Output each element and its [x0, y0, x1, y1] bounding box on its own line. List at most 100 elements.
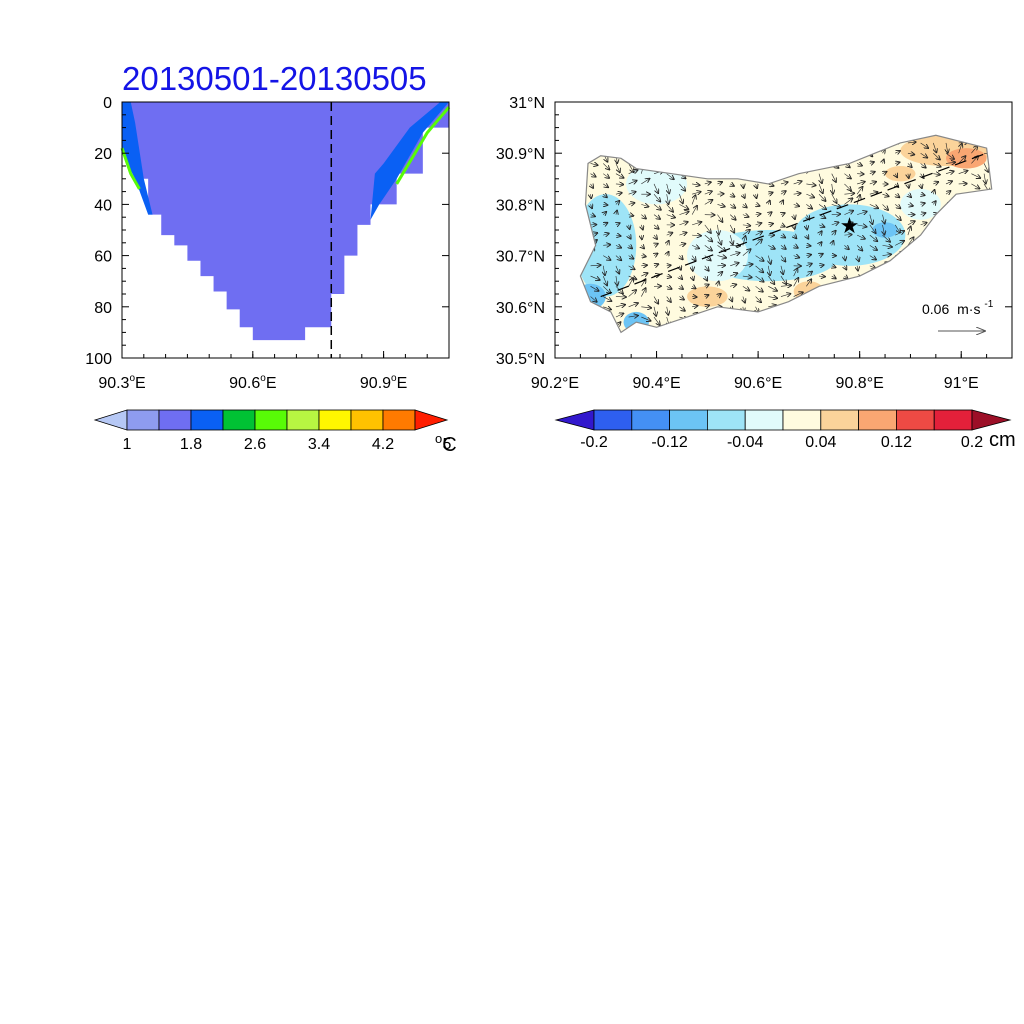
current-vector	[653, 214, 660, 219]
temperature-colorbar-swatch	[190, 409, 224, 431]
current-vector	[907, 275, 915, 280]
current-vector	[908, 286, 912, 292]
current-vector	[628, 142, 636, 149]
current-vector	[984, 286, 986, 293]
current-vector	[818, 286, 824, 291]
current-vector	[591, 215, 595, 217]
current-vector	[907, 153, 914, 154]
current-vector	[794, 225, 795, 229]
current-vector	[717, 182, 722, 184]
current-vector	[844, 286, 848, 288]
current-vector	[755, 232, 762, 235]
current-vector	[933, 190, 934, 194]
current-vector	[806, 194, 814, 197]
current-vector	[933, 286, 943, 287]
lake-map	[579, 134, 993, 334]
current-vector	[641, 245, 644, 248]
anomaly-colorbar-high-arrow	[971, 409, 1012, 431]
current-vector	[958, 255, 965, 256]
current-vector	[743, 184, 744, 188]
current-vector	[933, 174, 939, 175]
current-vector	[959, 268, 961, 277]
current-vector	[768, 201, 770, 205]
current-vector	[958, 194, 965, 196]
current-vector	[870, 272, 873, 276]
current-vector	[958, 156, 966, 164]
current-vector	[730, 235, 733, 244]
current-vector	[869, 317, 875, 318]
current-vector	[590, 163, 598, 165]
current-vector	[984, 221, 988, 225]
current-vector	[895, 151, 900, 153]
current-vector	[869, 245, 877, 250]
current-vector	[666, 233, 673, 235]
left-y-tick-label: 0	[103, 95, 112, 112]
current-vector	[756, 326, 760, 327]
current-vector	[615, 313, 623, 317]
current-vector	[615, 173, 624, 178]
current-vector	[832, 266, 836, 268]
current-vector	[793, 278, 799, 287]
temperature-colorbar-label: 5	[443, 436, 452, 453]
current-vector	[755, 296, 761, 303]
current-vector	[590, 275, 600, 280]
current-vector	[679, 244, 685, 246]
temperature-colorbar-high-arrow	[414, 409, 449, 431]
current-vector	[945, 265, 951, 274]
right-x-tick-label: 90.2°E	[531, 375, 579, 392]
current-vector	[704, 191, 712, 194]
right-x-tick-label: 91°E	[944, 375, 979, 392]
current-vector	[793, 156, 800, 164]
current-vector	[857, 195, 860, 205]
current-vector	[705, 305, 709, 306]
current-vector	[959, 235, 963, 237]
current-vector	[933, 275, 942, 281]
current-vector	[717, 327, 721, 330]
current-vector	[831, 214, 840, 215]
current-vector	[603, 204, 607, 205]
current-vector	[895, 317, 898, 319]
current-vector	[755, 265, 764, 272]
current-vector	[945, 272, 955, 277]
current-vector	[895, 307, 898, 310]
current-vector	[679, 276, 682, 279]
current-vector	[870, 327, 872, 333]
current-vector	[679, 143, 683, 145]
temperature-colorbar-swatch	[286, 409, 320, 431]
current-vector	[883, 307, 887, 309]
current-vector	[756, 317, 760, 320]
current-vector	[717, 265, 725, 266]
temperature-colorbar-label: 1.8	[180, 436, 202, 453]
current-vector	[666, 152, 673, 153]
current-vector	[983, 276, 989, 280]
current-vector	[780, 313, 788, 317]
current-vector	[666, 173, 674, 179]
current-vector	[958, 316, 966, 323]
current-vector	[615, 193, 622, 194]
current-vector	[818, 193, 826, 201]
current-vector	[933, 255, 934, 265]
current-vector	[641, 224, 643, 230]
current-vector	[883, 271, 885, 277]
current-vector	[755, 153, 764, 156]
current-vector	[615, 245, 621, 247]
current-vector	[768, 297, 777, 299]
current-vector	[857, 311, 861, 318]
current-vector	[603, 233, 608, 235]
current-vector	[844, 245, 848, 249]
current-vector	[603, 173, 609, 178]
current-vector	[742, 230, 750, 236]
current-vector	[933, 201, 935, 204]
current-vector	[743, 296, 745, 303]
current-vector	[882, 204, 889, 210]
current-vector	[704, 173, 710, 174]
current-vector	[768, 224, 773, 225]
temperature-colorbar-label: 2.6	[244, 436, 266, 453]
current-vector	[895, 296, 896, 302]
current-vector	[743, 174, 746, 178]
current-vector	[667, 194, 669, 204]
current-vector	[641, 204, 648, 206]
current-vector	[946, 225, 949, 228]
current-vector	[768, 323, 770, 328]
current-vector	[755, 143, 765, 144]
